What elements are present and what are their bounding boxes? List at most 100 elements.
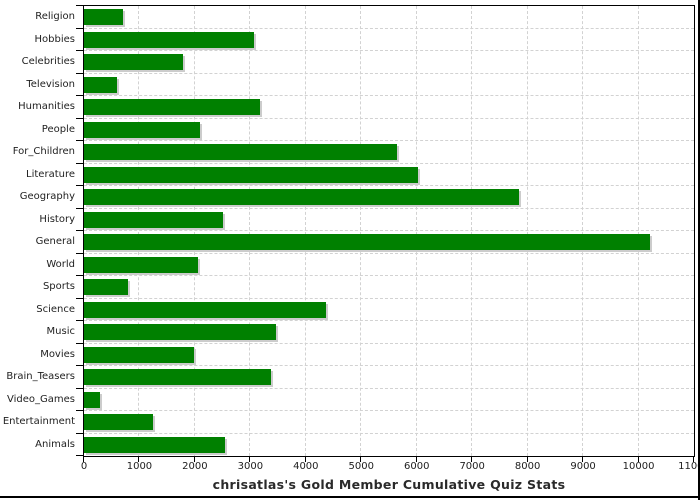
y-axis-tick (76, 320, 83, 321)
y-category-label: Video_Games (7, 393, 75, 405)
y-axis-tick (76, 185, 83, 186)
y-axis-tick (76, 95, 83, 96)
bar-television (84, 76, 118, 93)
bar-world (84, 256, 198, 273)
bar-religion (84, 9, 124, 25)
y-category-label: Religion (35, 11, 75, 23)
bar-celebrities (84, 54, 184, 70)
y-category-label: History (39, 213, 75, 225)
horizontal-gridline (84, 365, 694, 366)
plot-area (83, 5, 695, 457)
vertical-gridline (415, 6, 417, 456)
horizontal-gridline (84, 230, 694, 231)
x-tick-label: 1000 (126, 461, 153, 472)
bottom-edge-rule (0, 496, 700, 498)
y-category-label: People (41, 123, 75, 135)
y-axis-tick (76, 117, 83, 119)
vertical-gridline (526, 6, 528, 456)
y-category-label: Television (26, 78, 75, 90)
y-axis-tick (76, 140, 83, 141)
y-axis-tick (76, 252, 83, 254)
x-axis-tick (415, 457, 417, 462)
y-category-label: For_Children (12, 146, 75, 158)
y-axis-tick (76, 72, 83, 74)
vertical-gridline (471, 6, 473, 456)
x-axis-tick (304, 457, 306, 462)
y-category-label: Literature (26, 168, 75, 180)
bar-humanities (84, 99, 260, 115)
x-axis-tick (637, 457, 639, 462)
bar-entertainment (84, 414, 154, 430)
x-tick-label: 10000 (622, 461, 655, 472)
x-axis-tick (582, 457, 584, 462)
x-tick-label: 3000 (237, 461, 264, 472)
y-axis-tick (76, 27, 83, 29)
x-tick-label: 8000 (514, 461, 541, 472)
x-tick-label: 4000 (293, 461, 319, 472)
bar-general (84, 234, 650, 250)
x-tick-label: 7000 (459, 461, 485, 472)
bar-hobbies (84, 31, 254, 48)
horizontal-gridline (84, 387, 694, 389)
x-tick-label: 11000 (678, 461, 700, 472)
y-axis-tick (76, 342, 83, 344)
horizontal-gridline (84, 185, 694, 186)
y-category-label: Music (46, 326, 75, 338)
y-category-label: Science (36, 303, 75, 315)
x-axis-tick (83, 457, 84, 462)
y-category-label: Celebrities (21, 56, 75, 68)
y-axis-tick (76, 230, 83, 231)
horizontal-gridline (84, 50, 694, 51)
x-axis-tick (526, 457, 528, 462)
y-axis-tick (76, 162, 83, 164)
horizontal-gridline (84, 140, 694, 141)
vertical-gridline (304, 6, 306, 456)
x-axis-tick (249, 457, 251, 462)
x-axis-tick (138, 457, 140, 462)
y-axis-tick (76, 275, 83, 276)
x-tick-label: 5000 (348, 461, 374, 472)
bar-people (84, 121, 200, 138)
horizontal-gridline (84, 432, 694, 434)
bar-geography (84, 189, 520, 205)
vertical-gridline (637, 6, 639, 456)
y-axis-tick (76, 50, 83, 51)
bar-literature (84, 166, 419, 183)
bar-history (84, 211, 223, 228)
y-category-label: Movies (40, 348, 75, 360)
y-category-label: Geography (19, 191, 75, 203)
horizontal-gridline (84, 95, 694, 96)
horizontal-gridline (84, 27, 694, 29)
horizontal-gridline (84, 410, 694, 411)
x-tick-label: 6000 (403, 461, 430, 472)
bar-video_games (84, 391, 101, 408)
y-axis-tick (76, 207, 83, 209)
y-category-label: Entertainment (2, 416, 75, 428)
bar-animals (84, 436, 225, 453)
vertical-gridline (138, 6, 140, 456)
y-axis-tick (76, 455, 83, 456)
horizontal-gridline (84, 72, 694, 74)
x-axis-tick (193, 457, 195, 462)
horizontal-gridline (84, 252, 694, 254)
x-tick-label: 2000 (182, 461, 208, 472)
y-category-label: Animals (35, 438, 75, 450)
horizontal-gridline (84, 342, 694, 344)
y-axis-tick (76, 432, 83, 434)
x-axis-tick (360, 457, 362, 462)
x-axis-tick (693, 457, 694, 462)
horizontal-gridline (84, 117, 694, 119)
bar-movies (84, 346, 195, 363)
y-category-label: Sports (42, 281, 75, 293)
y-category-label: Humanities (18, 101, 75, 113)
vertical-gridline (582, 6, 584, 456)
y-category-label: Brain_Teasers (6, 371, 75, 383)
y-category-label: World (46, 258, 75, 270)
horizontal-gridline (84, 275, 694, 276)
x-axis-tick (471, 457, 473, 462)
bar-science (84, 301, 327, 318)
y-category-label: Hobbies (34, 33, 75, 45)
horizontal-gridline (84, 297, 694, 299)
bar-for_children (84, 144, 398, 160)
